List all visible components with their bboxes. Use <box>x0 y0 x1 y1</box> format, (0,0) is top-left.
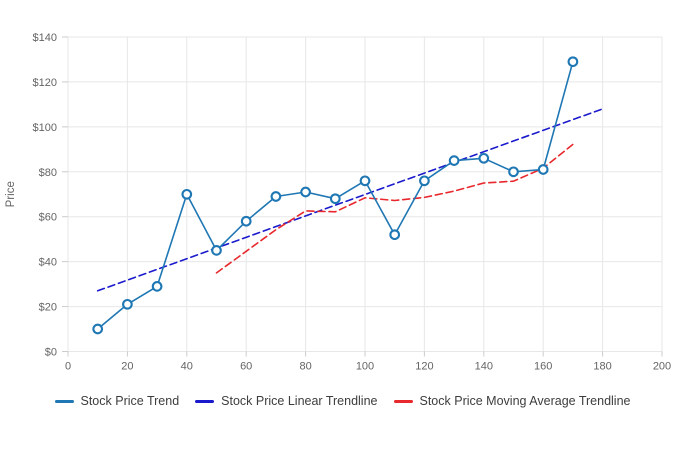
y-axis-tick-label: $120 <box>33 77 57 89</box>
data-point-marker <box>478 152 490 164</box>
legend-label-stock-price-trend: Stock Price Trend <box>80 394 180 408</box>
data-point-marker <box>92 323 104 335</box>
data-point-marker <box>329 193 341 205</box>
legend-item-stock-price-trend: Stock Price Trend <box>54 394 180 408</box>
data-point-marker <box>389 229 401 241</box>
legend-swatch-stock-price-trend <box>54 399 74 403</box>
series-markers-stock-price-trend <box>92 56 579 335</box>
legend-item-moving-average-trendline: Stock Price Moving Average Trendline <box>393 394 631 408</box>
axis-tick-labels: 0 20 40 60 80 100 120 140 160 180 200 $0 $20 $40 $60 $8… <box>33 32 672 373</box>
data-point-marker <box>359 175 371 187</box>
chart-legend: Stock Price Trend Stock Price Linear Tre… <box>0 394 685 408</box>
data-point-marker <box>419 175 430 187</box>
data-point-marker <box>240 215 252 227</box>
y-axis-tick-label: $40 <box>39 257 57 269</box>
grid <box>67 36 663 352</box>
legend-label-linear-trendline: Stock Price Linear Trendline <box>221 394 378 408</box>
data-point-marker <box>122 298 133 310</box>
y-axis-tick-label: $100 <box>33 122 57 134</box>
x-axis-tick-label: 120 <box>415 361 433 373</box>
data-point-marker <box>508 166 519 178</box>
x-axis-tick-label: 0 <box>65 361 71 373</box>
y-axis-tick-label: $80 <box>39 167 57 179</box>
x-axis-tick-label: 100 <box>356 361 374 373</box>
series-line-stock-price-moving-average-trendline <box>215 143 574 274</box>
legend-item-linear-trendline: Stock Price Linear Trendline <box>195 394 378 408</box>
data-point-marker <box>270 191 282 202</box>
series-line-stock-price-linear-trendline <box>96 108 604 292</box>
data-point-marker <box>567 56 579 68</box>
legend-label-moving-average-trendline: Stock Price Moving Average Trendline <box>419 394 631 408</box>
x-axis-tick-label: 180 <box>593 361 611 373</box>
legend-swatch-linear-trendline <box>195 399 215 403</box>
axis-ticks <box>62 36 663 357</box>
x-axis-tick-label: 40 <box>181 361 193 373</box>
data-point-marker <box>181 188 193 200</box>
x-axis-tick-label: 140 <box>475 361 493 373</box>
data-point-marker <box>211 245 222 256</box>
legend-swatch-moving-average-trendline <box>393 399 413 403</box>
y-axis-tick-label: $140 <box>33 32 57 44</box>
x-axis-tick-label: 20 <box>121 361 133 373</box>
data-point-marker <box>300 186 311 198</box>
x-axis-tick-label: 160 <box>534 361 552 373</box>
x-axis-tick-label: 200 <box>653 361 671 373</box>
y-axis-tick-label: $0 <box>45 347 57 359</box>
data-point-marker <box>448 155 460 166</box>
x-axis-tick-label: 60 <box>240 361 252 373</box>
y-axis-tick-label: $20 <box>39 302 57 314</box>
y-axis-title: Price <box>5 181 17 207</box>
stock-price-chart: 0 20 40 60 80 100 120 140 160 180 200 $0 $20 $40 $60 $8… <box>5 32 672 373</box>
data-point-marker <box>537 164 549 175</box>
y-axis-tick-label: $60 <box>39 212 57 224</box>
x-axis-tick-label: 80 <box>299 361 311 373</box>
data-point-marker <box>151 281 163 292</box>
